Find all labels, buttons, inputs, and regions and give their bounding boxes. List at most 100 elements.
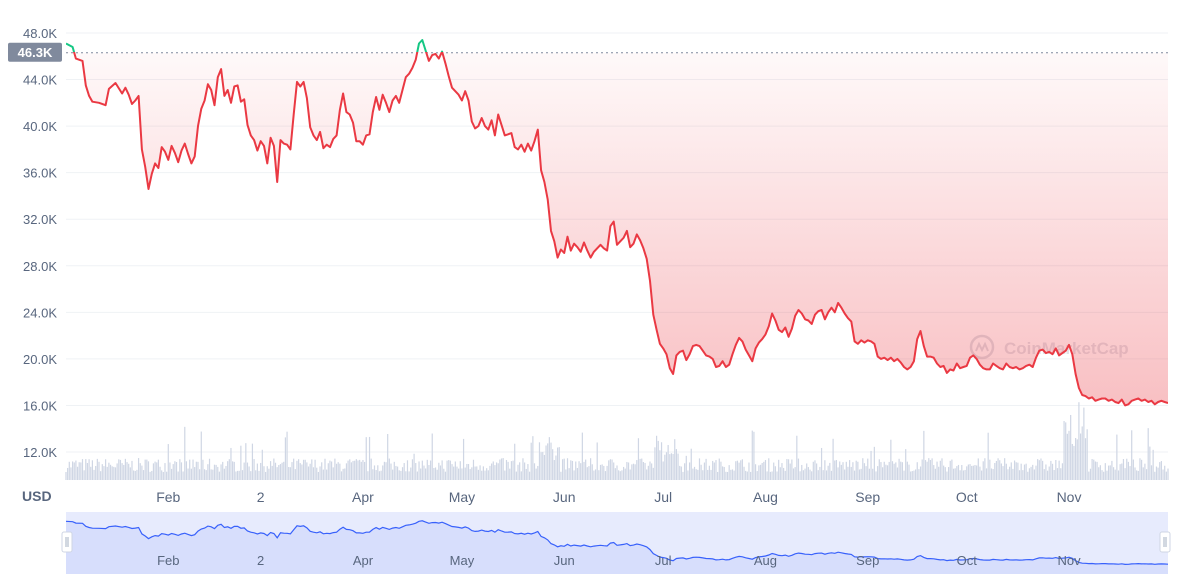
volume-bar [136,469,138,480]
volume-bar [736,460,739,480]
volume-bar [101,464,103,480]
volume-bar [507,461,509,480]
volume-bar [121,463,123,480]
volume-bar [95,466,97,480]
volume-bar [852,462,854,480]
volume-bar [184,426,186,480]
volume-bar [260,462,262,480]
volume-bar [459,461,461,480]
volume-bar [449,460,451,480]
volume-bar [771,471,773,480]
volume-bar [980,470,983,480]
volume-bar [1051,463,1054,480]
volume-bar [921,459,923,480]
volume-bar [203,469,206,480]
volume-bar [520,471,522,480]
volume-bar [157,459,159,480]
volume-bar [439,465,442,480]
range-navigator[interactable]: Feb 2 Apr May Jun Jul Aug Sep Oct Nov [61,512,1171,574]
volume-bar [707,469,709,480]
volume-bar [895,462,897,480]
volume-bar [429,460,432,480]
volume-bar [972,465,974,480]
volume-bar [213,464,216,480]
volume-bar [420,468,422,480]
volume-bar [962,470,965,480]
volume-bar [98,461,100,480]
volume-bar [88,459,90,480]
navigator-right-handle[interactable] [1159,531,1171,553]
volume-bar [624,468,626,480]
volume-bar [1043,469,1045,480]
volume-bar [756,471,758,480]
volume-bar [1098,467,1100,480]
volume-bar [291,462,293,480]
navigator-left-handle[interactable] [61,531,73,553]
volume-bar [81,459,84,480]
volume-bar [609,459,612,480]
volume-bar [655,435,658,480]
volume-bar [535,468,537,480]
volume-bar [133,470,135,480]
volume-bar [65,471,67,480]
volume-bar [1167,468,1169,480]
volume-bar [245,443,247,480]
volume-bar [199,469,201,480]
volume-bar [298,459,300,480]
volume-bar [345,463,348,480]
volume-bar [957,464,960,480]
volume-bar [997,458,999,480]
volume-bar [982,461,984,480]
volume-bar [370,458,372,480]
volume-bar [698,458,701,480]
volume-bar [1033,469,1035,480]
volume-bar [207,464,209,480]
volume-bar [580,463,582,480]
volume-bar [119,459,122,480]
x-tick-label: May [449,489,475,505]
volume-bar [660,442,663,480]
volume-bar [989,459,991,480]
volume-bar [180,462,183,480]
volume-bar [1046,470,1049,480]
volume-bar [261,449,263,480]
volume-bar [552,449,554,480]
volume-bar [238,470,240,480]
volume-bar [1022,470,1024,480]
volume-bar [976,465,978,480]
volume-bar [1032,464,1034,480]
volume-bar [255,470,257,480]
volume-bar [344,468,346,480]
y-tick-label: 12.0K [23,445,57,460]
volume-bar [179,459,181,480]
volume-bar [474,466,476,480]
volume-bar [910,471,912,480]
volume-bar [693,466,696,480]
volume-bar [1109,465,1111,480]
volume-bar [1136,470,1138,480]
volume-bar [651,463,653,480]
volume-bar [611,459,613,480]
volume-bar [355,459,357,480]
volume-bar [266,466,268,480]
volume-bar [664,454,666,480]
volume-bar [375,470,377,480]
volume-bar [863,463,866,480]
y-tick-label: 44.0K [23,73,57,88]
volume-bar [154,461,156,480]
volume-bar [380,470,382,480]
volume-bar [735,461,737,480]
volume-bar [192,459,194,480]
price-line [66,39,1168,407]
volume-bar [360,461,362,480]
volume-bar [225,465,227,480]
volume-bar [723,466,725,480]
volume-bar [626,461,628,480]
volume-bar [1015,462,1017,480]
volume-bar [500,458,503,480]
volume-bar [212,469,214,480]
volume-bar [482,466,484,480]
x-tick-label: Sep [855,489,880,505]
